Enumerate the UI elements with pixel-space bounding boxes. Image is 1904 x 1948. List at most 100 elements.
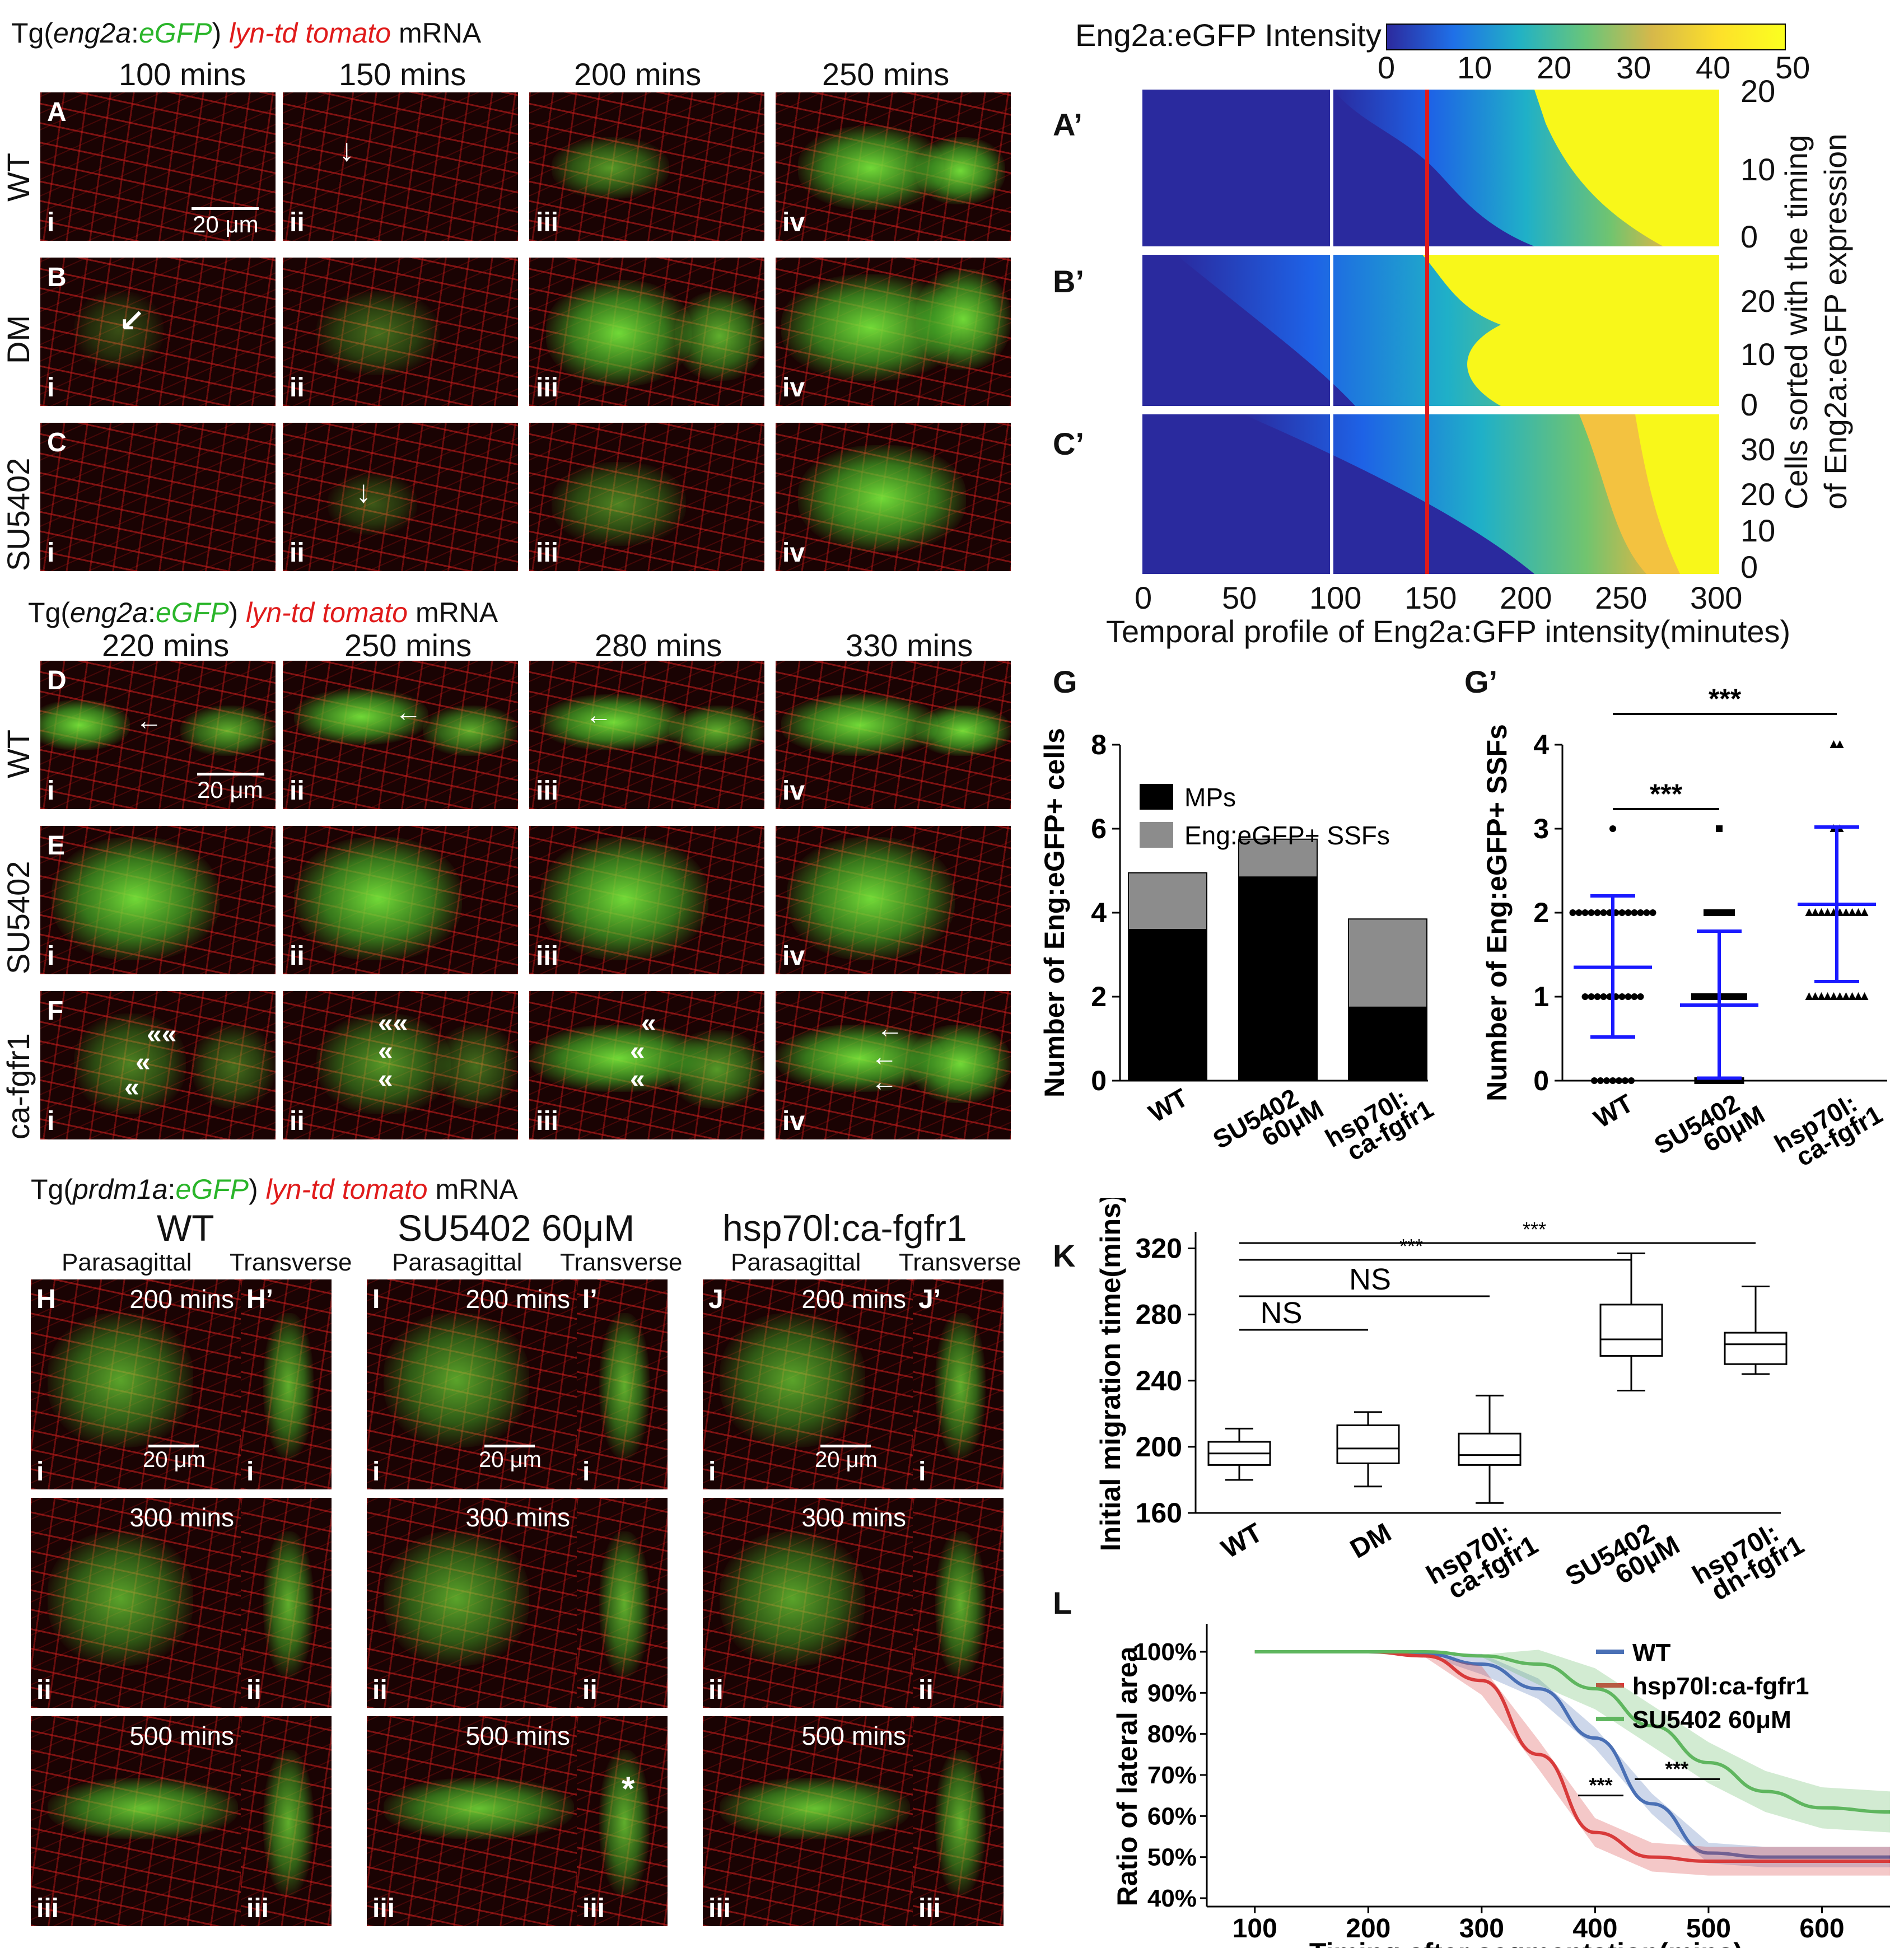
gp-point [1594,909,1601,916]
asterisk-marker: * [622,1770,635,1807]
micrograph-c-i: C i [40,423,276,571]
gp-point [1704,993,1710,1000]
subtitle-parasagittal: Parasagittal [392,1249,522,1276]
panel-letter: J [708,1284,724,1314]
gp-point [1848,992,1856,1000]
red-line [1425,90,1429,574]
scale-bar-label: 20 μm [815,1447,878,1472]
l-band-1 [1254,1650,1890,1876]
panel-h-header: Tg(prdm1a:eGFP) lyn-td tomato mRNA [31,1174,518,1205]
scale-bar [148,1445,199,1447]
micrograph-a-i: A i 20 μm [40,92,276,241]
micrograph-f-i: F i «« « « [40,991,276,1139]
micrograph-e-iv: iv [776,826,1011,974]
roman-label: iii [582,1894,605,1923]
scale-bar [192,207,259,210]
gfp-signal [48,1778,238,1839]
gfp-signal [48,1531,193,1666]
arrow-icon: ← [136,706,162,736]
k-xtick: DM [1345,1518,1396,1564]
roman-label: iii [36,1894,59,1923]
time-label: 500 mins [465,1721,570,1750]
k-sig-label: *** [1523,1218,1546,1241]
gp-point [1637,993,1644,1000]
gp-point [1603,1077,1610,1084]
gp-point [1722,909,1729,916]
micrograph-d-ii: ii ← [283,661,518,809]
g-ytick: 0 [1091,1065,1107,1096]
micrograph-c-iii: iii [529,423,764,571]
g-ytick: 8 [1091,729,1107,760]
heatmap-ylabel-1: Cells sorted with the timing [1779,134,1814,510]
heatmap-xlabel: Temporal profile of Eng2a:GFP intensity(… [1106,614,1791,649]
micrograph-h-grid: iii [577,1716,668,1926]
gp-point [1609,1077,1616,1084]
micrograph-h-grid: I’ i [577,1279,668,1489]
gp-ytick: 3 [1533,813,1549,844]
l-band-2 [1254,1650,1890,1833]
arrow-icon: « [630,1036,645,1066]
subtitle-transverse: Transverse [560,1249,683,1276]
g-bar-0-0 [1128,929,1207,1081]
gp-point [1728,993,1735,1000]
heatmap-xtick: 50 [1222,580,1257,615]
gp-sig-label: *** [1709,683,1742,714]
gp-xtick: WT [1589,1089,1638,1134]
gp-point [1728,909,1735,916]
micrograph-c-iv: iv [776,423,1011,571]
panel-letter-f: F [47,996,64,1026]
chart-k: 160 200 240 280 320 Initial migration time(mi… [1095,1198,1809,1606]
roman-label: ii [582,1675,598,1705]
gp-point [1860,992,1869,1000]
time-label-a3: 200 mins [574,57,702,92]
heatmap-xtick: 200 [1500,580,1552,615]
gp-point [1830,740,1838,748]
arrow-icon: «« [378,1008,408,1038]
gp-point [1597,1077,1604,1084]
gfp-signal [599,1313,650,1459]
gfp-signal [263,1750,314,1895]
gfp-signal [935,1750,986,1895]
gp-point [1618,993,1626,1000]
gp-point [1716,909,1723,916]
micrograph-e-i: E i [40,826,276,974]
roman-label: ii [918,1675,934,1705]
panel-letter-b-prime: B’ [1053,264,1084,299]
heatmap-ytick: 30 [1740,432,1776,467]
row-label-c: SU5402 [1,457,36,571]
l-line-1 [1254,1650,1890,1863]
g-ytick: 4 [1091,897,1107,928]
l-xtick: 400 [1572,1914,1617,1944]
row-label-b: DM [1,315,36,364]
gp-point [1805,992,1813,1000]
panel-letter-g: G [1053,664,1077,699]
k-xtick: WT [1216,1518,1267,1564]
gp-point [1848,908,1856,916]
heatmap-xtick: 0 [1135,580,1152,615]
subtitle-parasagittal: Parasagittal [731,1249,861,1276]
heatmap-ytick: 10 [1740,513,1776,548]
g-bar-1-1 [1238,838,1318,878]
panel-d-header: Tg(eng2a:eGFP) lyn-td tomato mRNA [28,597,498,628]
gfp-signal [384,1313,529,1447]
time-label-a1: 100 mins [119,57,246,92]
gp-point [1817,992,1826,1000]
gp-point [1649,909,1656,916]
micrograph-h-grid: iii [913,1716,1004,1926]
l-legend-label: SU5402 60μM [1632,1706,1791,1734]
gp-point [1637,909,1644,916]
arrow-icon: ← [876,1014,903,1044]
gp-point [1854,992,1863,1000]
arrow-icon: ↙ [119,303,145,338]
gp-point [1734,993,1741,1000]
gp-ytick: 1 [1533,981,1549,1012]
k-ytick: 240 [1136,1365,1182,1396]
panel-letter-d: D [47,666,67,695]
panel-letter-c: C [47,428,67,457]
gfp-signal [599,1750,650,1895]
arrow-icon: ↓ [356,474,371,509]
panel-letter: H [36,1284,56,1314]
k-box [1458,1432,1522,1466]
gfp-signal [720,1778,910,1839]
k-ytick: 200 [1136,1431,1182,1463]
